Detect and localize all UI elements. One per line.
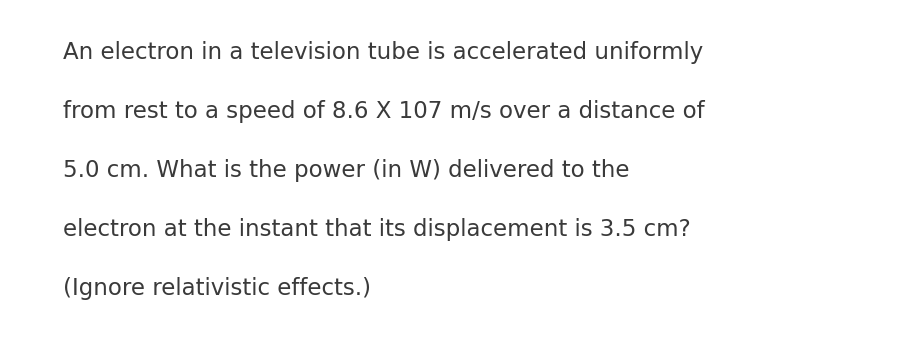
Text: from rest to a speed of 8.6 X 107 m/s over a distance of: from rest to a speed of 8.6 X 107 m/s ov… [62, 100, 703, 123]
Text: electron at the instant that its displacement is 3.5 cm?: electron at the instant that its displac… [62, 218, 689, 241]
Text: 5.0 cm. What is the power (in W) delivered to the: 5.0 cm. What is the power (in W) deliver… [62, 159, 629, 182]
Text: (Ignore relativistic effects.): (Ignore relativistic effects.) [62, 277, 370, 300]
Text: An electron in a television tube is accelerated uniformly: An electron in a television tube is acce… [62, 41, 702, 64]
